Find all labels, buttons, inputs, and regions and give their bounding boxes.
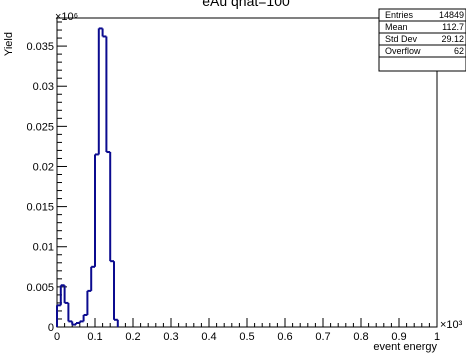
chart-title: eAu qhat=100 — [202, 0, 290, 9]
y-tick-label: 0.03 — [33, 81, 54, 93]
stats-label-mean: Mean — [385, 22, 408, 32]
stats-box-frame — [378, 8, 466, 72]
x-tick-label: 0.9 — [391, 331, 406, 343]
x-tick-label: 0.1 — [87, 331, 102, 343]
x-tick-label: 0.2 — [125, 331, 140, 343]
stats-value-stddev: 29.12 — [441, 34, 464, 44]
x-tick-label: 0.6 — [277, 331, 292, 343]
stats-label-overflow: Overflow — [385, 46, 421, 56]
x-axis-multiplier: ×10³ — [440, 319, 463, 331]
stats-label-entries: Entries — [385, 10, 414, 20]
x-axis: 0 0.1 0.2 0.3 0.4 0.5 0.6 0.7 0.8 0.9 1 — [54, 318, 440, 343]
stats-value-overflow: 62 — [454, 46, 464, 56]
y-tick-label: 0.005 — [26, 282, 54, 294]
x-tick-label: 0.4 — [201, 331, 216, 343]
y-tick-label: 0 — [48, 322, 54, 334]
stats-value-mean: 112.7 — [442, 22, 464, 32]
x-tick-label: 1 — [434, 331, 440, 343]
y-axis-multiplier: ×10⁶ — [55, 11, 78, 23]
x-tick-label: 0 — [54, 331, 60, 343]
x-tick-label: 0.3 — [163, 331, 178, 343]
stats-value-entries: 14849 — [439, 10, 464, 20]
y-axis: 0 0.005 0.01 0.015 0.02 0.025 0.03 0.035 — [26, 21, 67, 334]
x-tick-label: 0.5 — [239, 331, 254, 343]
y-tick-label: 0.02 — [33, 161, 54, 173]
stats-box: Entries 14849 Mean 112.7 Std Dev 29.12 O… — [378, 8, 466, 72]
y-tick-label: 0.01 — [33, 242, 54, 254]
y-tick-label: 0.025 — [26, 121, 54, 133]
stats-label-stddev: Std Dev — [385, 34, 418, 44]
y-axis-title: Yield — [3, 32, 15, 56]
x-tick-label: 0.8 — [353, 331, 368, 343]
y-tick-label: 0.035 — [26, 41, 54, 53]
y-tick-label: 0.015 — [26, 202, 54, 214]
x-axis-title: event energy — [373, 341, 437, 353]
x-tick-label: 0.7 — [315, 331, 330, 343]
histogram-series — [56, 27, 119, 327]
